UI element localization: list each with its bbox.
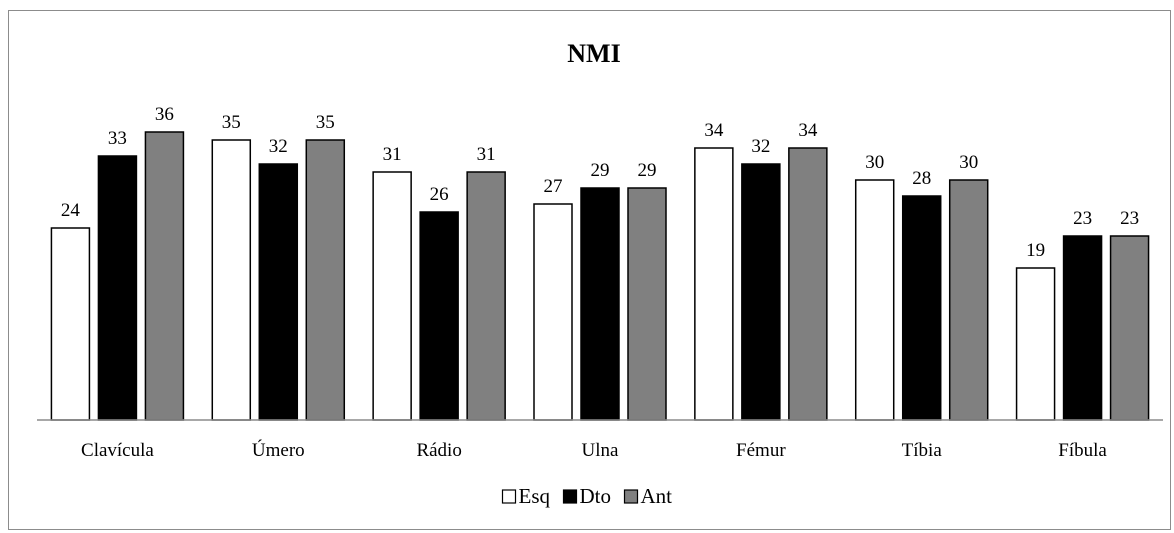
bar-esq-6 (854, 179, 895, 421)
bar-dto-1 (97, 155, 138, 421)
bar-esq-1 (50, 227, 91, 421)
legend-label-ant: Ant (641, 484, 673, 508)
data-label-esq-5: 34 (704, 120, 724, 141)
data-label-dto-1: 33 (108, 128, 127, 149)
bar-ant-6 (948, 179, 989, 421)
data-label-ant-3: 31 (477, 144, 496, 165)
legend-label-dto: Dto (580, 484, 612, 508)
chart-title: NMI (567, 39, 620, 68)
legend-swatch-dto (562, 489, 578, 504)
bar-dto-4 (580, 187, 620, 421)
data-label-dto-5: 32 (751, 136, 770, 157)
category-label: Clavícula (81, 440, 154, 461)
legend-label-esq: Esq (519, 484, 551, 508)
category-labels-layer: Clavícula Úmero Rádio Ulna Fémur Tíbia Fíbula (81, 439, 1107, 461)
bar-ant-5 (788, 147, 828, 421)
bar-dto-6 (901, 195, 942, 421)
data-label-ant-6: 30 (959, 152, 978, 173)
data-labels-layer: 24 33 36 35 32 35 31 26 31 27 29 29 34 32 34 30 28 30 19 23… (61, 104, 1139, 261)
data-label-ant-5: 34 (798, 120, 818, 141)
data-label-esq-2: 35 (222, 112, 241, 133)
bar-ant-2 (305, 139, 346, 421)
data-label-esq-6: 30 (865, 152, 884, 173)
data-label-dto-3: 26 (430, 184, 449, 205)
category-label: Tíbia (902, 440, 943, 461)
bar-ant-7 (1109, 235, 1150, 421)
data-label-ant-2: 35 (316, 112, 335, 133)
data-label-dto-4: 29 (591, 160, 610, 181)
bar-dto-2 (258, 163, 299, 421)
category-label: Úmero (252, 439, 305, 461)
bars-layer (50, 131, 1150, 421)
data-label-esq-3: 31 (383, 144, 402, 165)
bar-ant-1 (144, 131, 185, 421)
data-label-ant-7: 23 (1120, 208, 1139, 229)
bar-esq-3 (372, 171, 412, 421)
data-label-esq-7: 19 (1026, 240, 1045, 261)
bar-dto-3 (419, 211, 459, 421)
data-label-dto-2: 32 (269, 136, 288, 157)
bar-esq-2 (211, 139, 252, 421)
category-label: Ulna (582, 440, 620, 461)
bar-esq-4 (533, 203, 573, 421)
data-label-esq-1: 24 (61, 200, 81, 221)
category-label: Fíbula (1058, 440, 1107, 461)
legend: Esq Dto Ant (501, 484, 673, 508)
data-label-dto-7: 23 (1073, 208, 1092, 229)
category-label: Rádio (416, 440, 461, 461)
bar-dto-7 (1062, 235, 1103, 421)
bar-esq-5 (694, 147, 734, 421)
legend-swatch-ant (623, 489, 639, 504)
data-label-ant-4: 29 (638, 160, 657, 181)
data-label-ant-1: 36 (155, 104, 174, 125)
bar-ant-4 (627, 187, 667, 421)
data-label-esq-4: 27 (544, 176, 563, 197)
data-label-dto-6: 28 (912, 168, 931, 189)
bar-ant-3 (466, 171, 506, 421)
category-label: Fémur (736, 440, 786, 461)
legend-swatch-esq (501, 489, 517, 504)
bar-esq-7 (1015, 267, 1056, 421)
bar-dto-5 (741, 163, 781, 421)
